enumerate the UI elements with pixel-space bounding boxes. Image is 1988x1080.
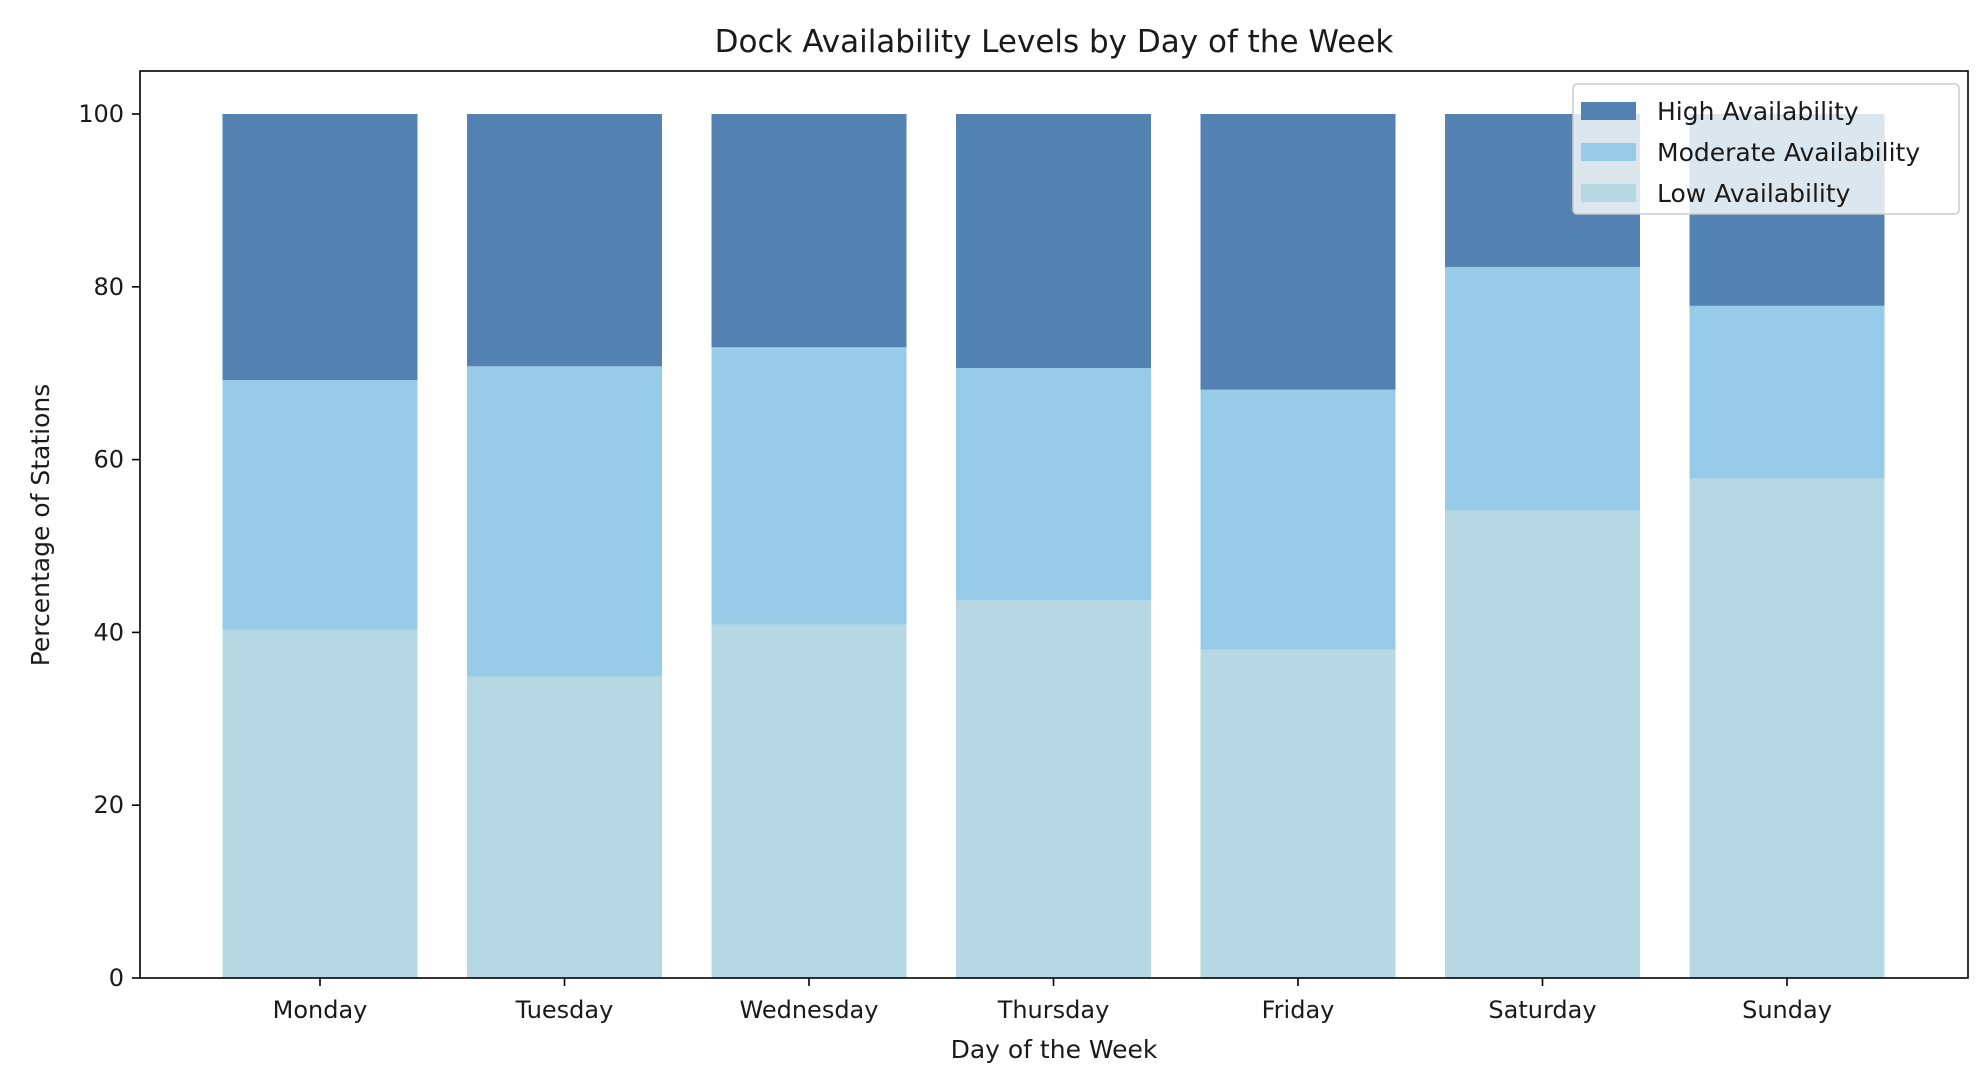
legend-label: Moderate Availability xyxy=(1657,138,1920,167)
bar-moderate-availability-thursday xyxy=(956,368,1151,601)
x-tick-label: Tuesday xyxy=(515,996,614,1024)
bar-moderate-availability-sunday xyxy=(1689,305,1885,479)
legend-label: High Availability xyxy=(1657,97,1859,126)
bar-moderate-availability-monday xyxy=(222,380,418,630)
y-axis-ticks: 0 20 40 60 80 100 xyxy=(78,100,140,992)
bar-high-availability-friday xyxy=(1200,114,1396,390)
y-tick-label: 100 xyxy=(78,100,124,128)
y-tick-label: 60 xyxy=(93,446,124,474)
bar-moderate-availability-tuesday xyxy=(467,366,662,677)
bar-moderate-availability-wednesday xyxy=(711,347,907,625)
x-tick-label: Thursday xyxy=(997,996,1110,1024)
bar-low-availability-saturday xyxy=(1445,510,1640,978)
y-tick-label: 40 xyxy=(93,618,124,646)
legend-box xyxy=(1572,83,1960,215)
bar-moderate-availability-saturday xyxy=(1445,266,1640,511)
y-tick-label: 80 xyxy=(93,273,124,301)
legend: High Availability Moderate Availability Lo… xyxy=(1572,83,1960,215)
x-axis-ticks: Monday Tuesday Wednesday Thursday Friday Satu… xyxy=(273,978,1832,1024)
bar-low-availability-tuesday xyxy=(467,676,662,978)
plot-frame xyxy=(139,70,1969,979)
legend-swatch xyxy=(1581,143,1636,161)
bar-low-availability-thursday xyxy=(956,600,1151,978)
y-tick-label: 0 xyxy=(109,964,124,992)
bar-low-availability-friday xyxy=(1200,649,1396,978)
bar-moderate-availability-friday xyxy=(1200,389,1396,650)
bar-low-availability-monday xyxy=(222,629,418,978)
bar-high-availability-monday xyxy=(222,114,418,381)
x-tick-label: Saturday xyxy=(1488,996,1596,1024)
bar-low-availability-wednesday xyxy=(711,624,907,978)
x-tick-label: Friday xyxy=(1262,996,1335,1024)
x-tick-label: Sunday xyxy=(1742,996,1832,1024)
legend-swatch xyxy=(1581,184,1636,202)
x-tick-label: Monday xyxy=(273,996,368,1024)
y-tick-label: 20 xyxy=(93,791,124,819)
y-axis-label: Percentage of Stations xyxy=(26,384,55,667)
bars-group xyxy=(222,114,1885,978)
bar-low-availability-sunday xyxy=(1689,478,1885,978)
x-axis-label: Day of the Week xyxy=(951,1035,1158,1064)
bar-high-availability-thursday xyxy=(956,114,1151,369)
bar-high-availability-wednesday xyxy=(711,114,907,348)
x-tick-label: Wednesday xyxy=(740,996,879,1024)
legend-swatch xyxy=(1581,102,1636,120)
chart-title: Dock Availability Levels by Day of the W… xyxy=(715,24,1394,60)
legend-label: Low Availability xyxy=(1657,179,1851,208)
bar-high-availability-tuesday xyxy=(467,114,662,367)
